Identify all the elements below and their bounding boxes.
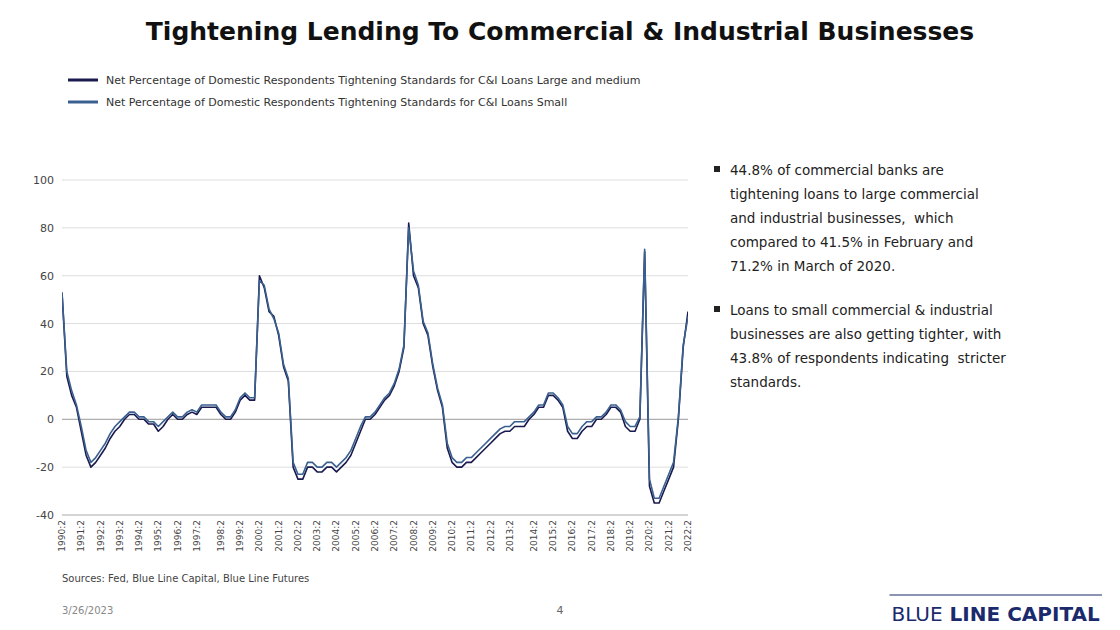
legend-label: Net Percentage of Domestic Respondents T… — [106, 74, 641, 87]
y-tick-label: -40 — [36, 509, 54, 522]
x-tick-label: 2000:2 — [254, 520, 264, 552]
x-tick-label: 1995:2 — [153, 520, 163, 552]
annotation: Loans to small commercial & industrial — [730, 302, 993, 318]
annotation: businesses are also getting tighter, wit… — [730, 326, 1001, 342]
title: Tightening Lending To Commercial & Indus… — [146, 17, 974, 46]
series-line — [62, 223, 688, 503]
annotation: compared to 41.5% in February and — [730, 234, 973, 250]
grid-line — [62, 323, 688, 324]
x-tick-label: 2007:2 — [389, 520, 399, 552]
x-tick-label: 2014:2 — [529, 520, 539, 552]
grid-line — [62, 275, 688, 276]
x-tick-label: 2021:2 — [664, 520, 674, 552]
x-tick-label: 2010:2 — [447, 520, 457, 552]
annotations: 44.8% of commercial banks are tightening … — [714, 162, 1006, 390]
series-line — [62, 228, 688, 498]
bullet — [714, 166, 720, 172]
x-tick-label: 1999:2 — [235, 520, 245, 552]
x-tick-label: 2003:2 — [312, 520, 322, 552]
y-tick-label: 20 — [40, 365, 54, 378]
annotation: tightening loans to large commercial — [730, 186, 979, 202]
x-tick-label: 2006:2 — [370, 520, 380, 552]
y-tick-label: 40 — [40, 318, 54, 331]
date: 3/26/2023 — [62, 605, 113, 616]
grid-line — [62, 371, 688, 372]
x-tick-label: 1993:2 — [115, 520, 125, 552]
x-tick-label: 2015:2 — [548, 520, 558, 552]
page-number: 4 — [557, 604, 564, 617]
x-tick-label: 2020:2 — [644, 520, 654, 552]
legend: Net Percentage of Domestic Respondents T… — [68, 74, 641, 109]
x-tick-label: 2008:2 — [409, 520, 419, 552]
x-tick-label: 1992:2 — [96, 520, 106, 552]
lines — [62, 223, 688, 503]
x-tick-label: 2004:2 — [331, 520, 341, 552]
x-tick-label: 2005:2 — [351, 520, 361, 552]
x-tick-label: 2002:2 — [293, 520, 303, 552]
logo-word: CAPITAL — [1007, 602, 1100, 626]
x-tick-label: 2022:2 — [683, 520, 693, 552]
legend-swatch — [68, 79, 98, 82]
y-tick-label: -20 — [36, 461, 54, 474]
grid-line — [62, 180, 688, 181]
x-tick-label: 1997:2 — [192, 520, 202, 552]
x-tick-label: 2011:2 — [466, 520, 476, 552]
bullet — [714, 306, 720, 312]
annotation: 71.2% in March of 2020. — [730, 258, 895, 274]
x-tick-label: 2009:2 — [428, 520, 438, 552]
logo: BLUE LINECAPITAL — [891, 602, 1100, 626]
legend-swatch — [68, 101, 98, 104]
x-tick-label: 1991:2 — [76, 520, 86, 552]
x-tick-label: 2012:2 — [486, 520, 496, 552]
y-tick-label: 100 — [33, 174, 54, 187]
y-grid: -40 -20 0 20 40 60 80 100 — [33, 174, 688, 522]
x-tick-label: 2019:2 — [625, 520, 635, 552]
x-tick-label: 2017:2 — [587, 520, 597, 552]
x-axis-line — [62, 515, 688, 516]
x-axis: 1990:2 1991:2 1992:2 1993:2 1994:2 1995:2 1996… — [57, 520, 693, 552]
grid-line — [62, 467, 688, 468]
chart: Tightening Lending To Commercial & Indus… — [0, 0, 1120, 630]
legend-label: Net Percentage of Domestic Respondents T… — [106, 96, 567, 109]
grid-line — [62, 515, 688, 516]
logo-word: LINE — [950, 602, 1001, 626]
x-tick-label: 1994:2 — [134, 520, 144, 552]
x-tick-label: 1990:2 — [57, 520, 67, 552]
annotation: and industrial businesses, which — [730, 210, 953, 226]
annotation: 44.8% of commercial banks are — [730, 162, 944, 178]
y-tick-label: 0 — [47, 413, 54, 426]
x-tick-label: 2016:2 — [567, 520, 577, 552]
x-tick-label: 2013:2 — [505, 520, 515, 552]
annotation: standards. — [730, 374, 801, 390]
logo-word: BLUE — [891, 602, 942, 626]
x-tick-label: 1998:2 — [216, 520, 226, 552]
x-tick-label: 2018:2 — [606, 520, 616, 552]
logo-rule — [889, 594, 1102, 595]
source: Sources: Fed, Blue Line Capital, Blue Li… — [62, 573, 309, 584]
annotation: 43.8% of respondents indicating stricter — [730, 350, 1006, 366]
grid-line — [62, 227, 688, 228]
x-tick-label: 1996:2 — [173, 520, 183, 552]
x-tick-label: 2001:2 — [274, 520, 284, 552]
y-tick-label: 80 — [40, 222, 54, 235]
y-tick-label: 60 — [40, 270, 54, 283]
